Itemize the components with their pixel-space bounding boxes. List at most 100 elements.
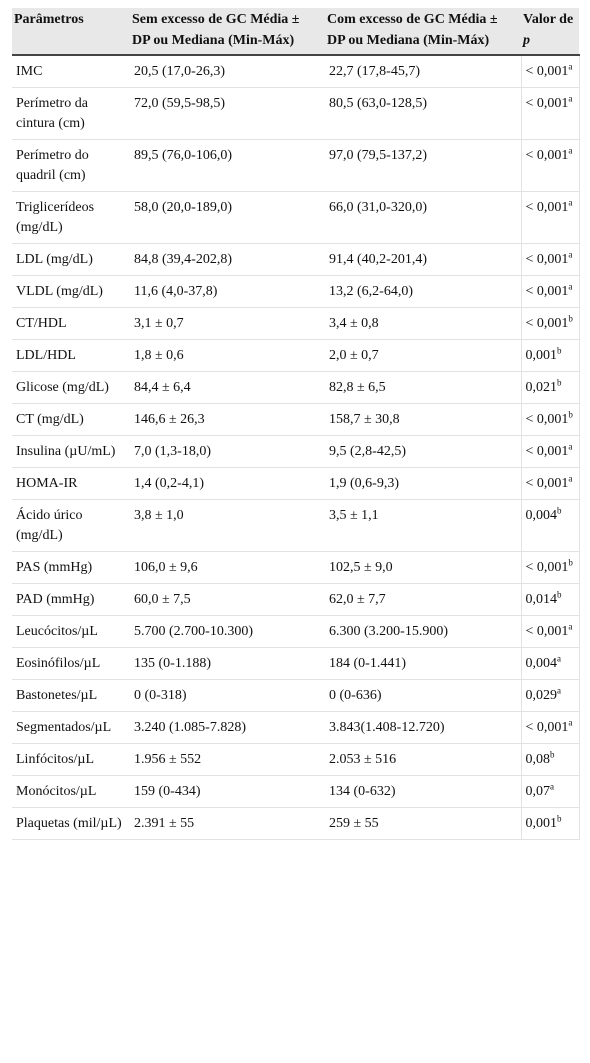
p-value-cell: < 0,001a xyxy=(520,191,580,244)
p-value: < 0,001 xyxy=(525,720,569,735)
cell: Perímetro da cintura (cm) xyxy=(12,87,130,140)
cell: Ácido úrico (mg/dL) xyxy=(12,499,130,552)
p-value: 0,001 xyxy=(525,816,558,831)
cell: 0 (0-318) xyxy=(130,679,325,712)
footnote-mark: b xyxy=(568,313,573,324)
footnote-mark: b xyxy=(557,505,562,516)
cell: Glicose (mg/dL) xyxy=(12,371,130,404)
p-value: 0,004 xyxy=(525,508,558,523)
cell: 3.843(1.408-12.720) xyxy=(325,711,521,744)
cell: 2,0 ± 0,7 xyxy=(325,339,521,372)
cell: 82,8 ± 6,5 xyxy=(325,371,521,404)
data-table: Parâmetros Sem excesso de GC Média ± DP o… xyxy=(12,8,580,840)
p-value: < 0,001 xyxy=(525,200,569,215)
p-value: < 0,001 xyxy=(525,252,569,267)
p-value: < 0,001 xyxy=(525,444,569,459)
cell: 3,4 ± 0,8 xyxy=(325,307,521,340)
table-row: Ácido úrico (mg/dL) 3,8 ± 1,0 3,5 ± 1,1 0,0… xyxy=(12,499,580,552)
table-row: CT (mg/dL) 146,6 ± 26,3 158,7 ± 30,8 < 0,00… xyxy=(12,403,580,436)
cell: 80,5 (63,0-128,5) xyxy=(325,87,521,140)
cell: 66,0 (31,0-320,0) xyxy=(325,191,521,244)
p-value-cell: < 0,001a xyxy=(520,275,580,308)
table-row: LDL (mg/dL) 84,8 (39,4-202,8) 91,4 (40,2-2… xyxy=(12,243,580,276)
table-row: IMC 20,5 (17,0-26,3) 22,7 (17,8-45,7) < 0,0… xyxy=(12,55,580,88)
table-body: IMC 20,5 (17,0-26,3) 22,7 (17,8-45,7) < 0,0… xyxy=(12,55,580,840)
cell: Eosinófilos/µL xyxy=(12,647,130,680)
table-row: VLDL (mg/dL) 11,6 (4,0-37,8) 13,2 (6,2-64,… xyxy=(12,275,580,308)
cell: Triglicerídeos (mg/dL) xyxy=(12,191,130,244)
cell: Plaquetas (mil/µL) xyxy=(12,807,130,840)
cell: 1,4 (0,2-4,1) xyxy=(130,467,325,500)
p-value-cell: < 0,001b xyxy=(520,307,580,340)
cell: 84,4 ± 6,4 xyxy=(130,371,325,404)
footnote-mark: b xyxy=(557,377,562,388)
header-cell: Parâmetros xyxy=(12,8,130,56)
cell: Monócitos/µL xyxy=(12,775,130,808)
cell: 2.053 ± 516 xyxy=(325,743,521,776)
table-row: Perímetro do quadril (cm) 89,5 (76,0-106,… xyxy=(12,139,580,192)
cell: 0 (0-636) xyxy=(325,679,521,712)
cell: CT (mg/dL) xyxy=(12,403,130,436)
p-value-cell: 0,08b xyxy=(520,743,580,776)
footnote-mark: a xyxy=(568,61,573,72)
p-value-cell: < 0,001a xyxy=(520,435,580,468)
cell: 11,6 (4,0-37,8) xyxy=(130,275,325,308)
header-row: Parâmetros Sem excesso de GC Média ± DP o… xyxy=(12,8,579,56)
p-value: < 0,001 xyxy=(525,476,569,491)
p-value-cell: < 0,001a xyxy=(520,55,580,88)
cell: 9,5 (2,8-42,5) xyxy=(325,435,521,468)
cell: 3,8 ± 1,0 xyxy=(130,499,325,552)
table-row: PAS (mmHg) 106,0 ± 9,6 102,5 ± 9,0 < 0,001b xyxy=(12,551,580,584)
p-value-cell: < 0,001a xyxy=(520,467,580,500)
p-value-cell: 0,07a xyxy=(520,775,580,808)
cell: 3,1 ± 0,7 xyxy=(130,307,325,340)
table-row: Eosinófilos/µL 135 (0-1.188) 184 (0-1.441)… xyxy=(12,647,580,680)
p-value-cell: < 0,001b xyxy=(520,551,580,584)
cell: PAS (mmHg) xyxy=(12,551,130,584)
p-value: < 0,001 xyxy=(525,64,569,79)
footnote-mark: b xyxy=(550,749,555,760)
table-row: Glicose (mg/dL) 84,4 ± 6,4 82,8 ± 6,5 0,021… xyxy=(12,371,580,404)
footnote-mark: a xyxy=(568,717,573,728)
footnote-mark: a xyxy=(550,781,554,792)
p-value: < 0,001 xyxy=(525,560,569,575)
cell: 3.240 (1.085-7.828) xyxy=(130,711,325,744)
footnote-mark: b xyxy=(568,557,573,568)
cell: 5.700 (2.700-10.300) xyxy=(130,615,325,648)
p-value-cell: 0,004a xyxy=(520,647,580,680)
header-text: Valor de xyxy=(523,12,574,27)
header-cell: Sem excesso de GC Média ± DP ou Mediana … xyxy=(130,8,325,56)
p-value: < 0,001 xyxy=(525,624,569,639)
cell: 62,0 ± 7,7 xyxy=(325,583,521,616)
cell: 158,7 ± 30,8 xyxy=(325,403,521,436)
p-value: 0,07 xyxy=(525,784,551,799)
p-value-cell: 0,021b xyxy=(520,371,580,404)
table-row: Perímetro da cintura (cm) 72,0 (59,5-98,5… xyxy=(12,87,580,140)
cell: 84,8 (39,4-202,8) xyxy=(130,243,325,276)
cell: 13,2 (6,2-64,0) xyxy=(325,275,521,308)
cell: 6.300 (3.200-15.900) xyxy=(325,615,521,648)
cell: Linfócitos/µL xyxy=(12,743,130,776)
p-value: < 0,001 xyxy=(525,316,569,331)
cell: CT/HDL xyxy=(12,307,130,340)
p-value: 0,021 xyxy=(525,380,558,395)
cell: Segmentados/µL xyxy=(12,711,130,744)
p-value-cell: < 0,001a xyxy=(520,243,580,276)
p-value-cell: < 0,001b xyxy=(520,403,580,436)
footnote-mark: b xyxy=(557,589,562,600)
cell: 259 ± 55 xyxy=(325,807,521,840)
cell: 184 (0-1.441) xyxy=(325,647,521,680)
header-italic: p xyxy=(523,33,530,48)
cell: LDL/HDL xyxy=(12,339,130,372)
p-value: < 0,001 xyxy=(525,412,569,427)
table-row: Insulina (µU/mL) 7,0 (1,3-18,0) 9,5 (2,8-4… xyxy=(12,435,580,468)
p-value-cell: < 0,001a xyxy=(520,87,580,140)
p-value-cell: < 0,001a xyxy=(520,615,580,648)
footnote-mark: a xyxy=(557,685,561,696)
cell: 1,8 ± 0,6 xyxy=(130,339,325,372)
cell: 1,9 (0,6-9,3) xyxy=(325,467,521,500)
footnote-mark: b xyxy=(568,409,573,420)
p-value-cell: 0,001b xyxy=(520,807,580,840)
p-value-cell: < 0,001a xyxy=(520,139,580,192)
cell: 3,5 ± 1,1 xyxy=(325,499,521,552)
